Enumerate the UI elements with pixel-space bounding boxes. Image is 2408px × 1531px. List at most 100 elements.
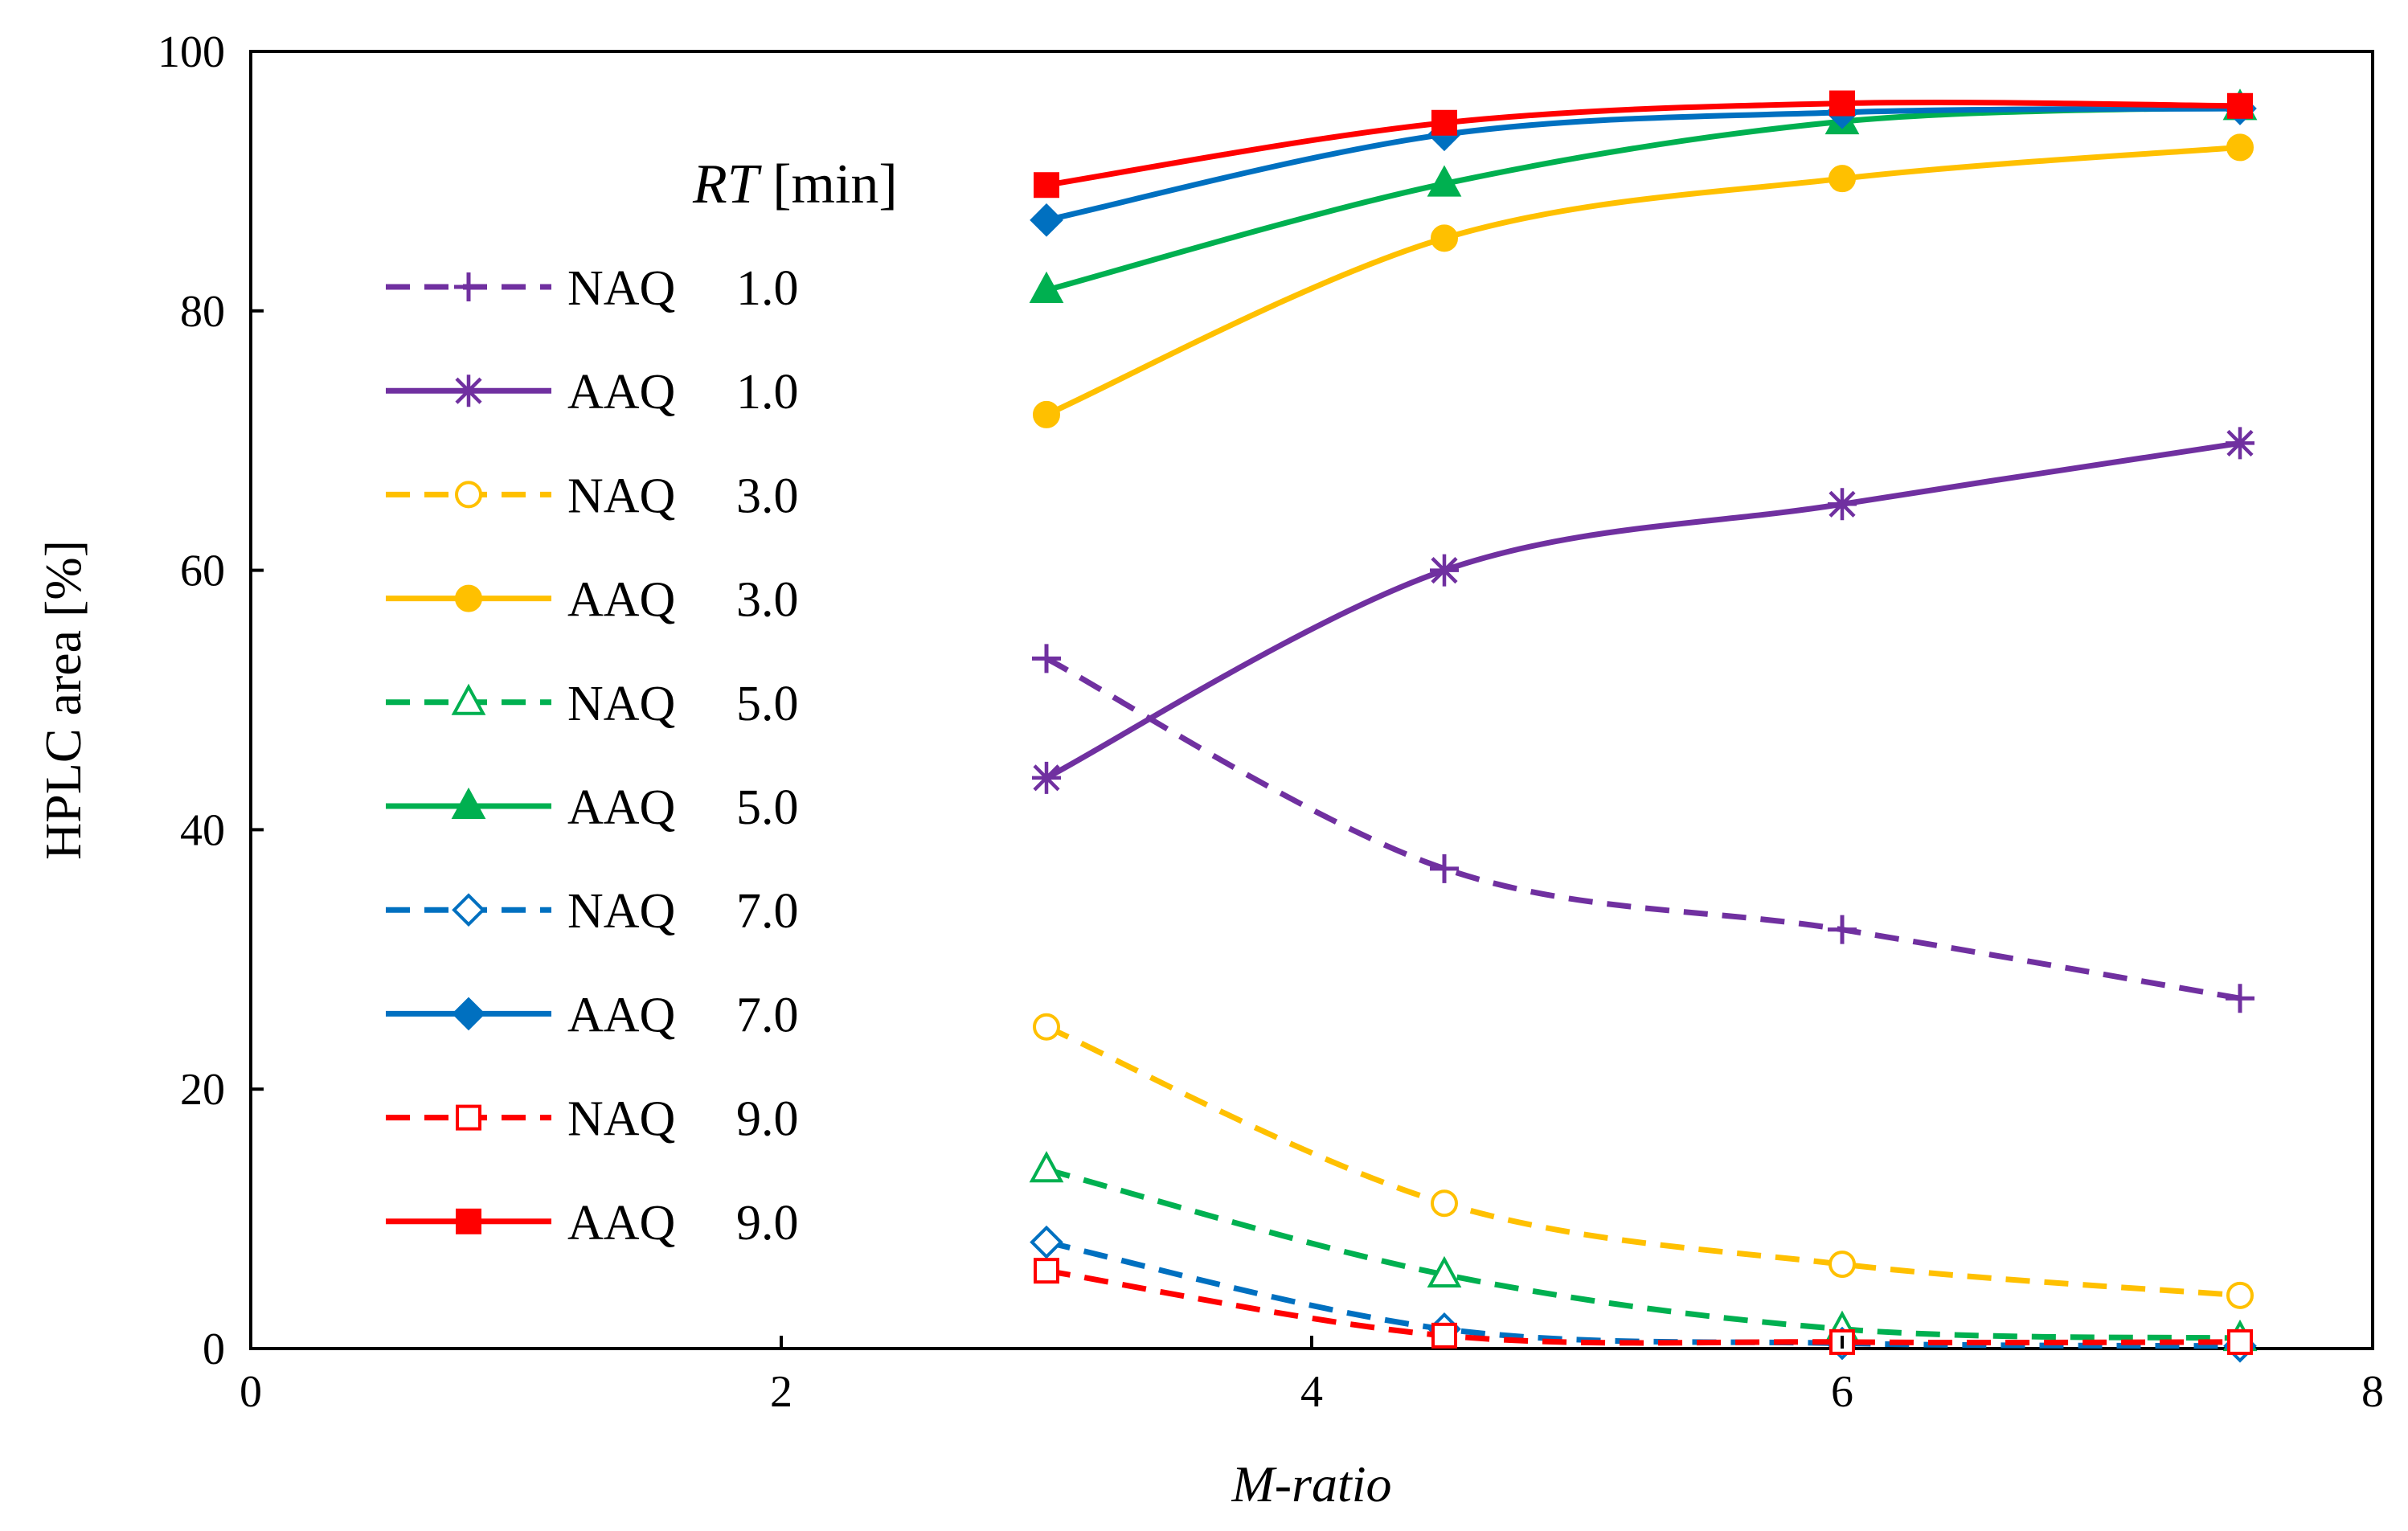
data-point [1032,644,1061,673]
data-point [1829,1328,1855,1355]
legend-rt: 3.0 [736,573,799,628]
legend-item: AAQ 3.0 [386,573,799,628]
series-line [1045,656,2241,1001]
data-point [1829,165,1856,193]
legend-item: NAQ 3.0 [386,469,799,523]
data-point [1431,109,1457,136]
data-point [1030,1225,1063,1259]
legend-marker [455,481,482,509]
data-point [2226,984,2254,1013]
legend-marker [456,1208,481,1234]
legend-marker [454,375,483,407]
series-aaq-1-0 [1032,427,2254,794]
legend-item: NAQ 5.0 [386,677,799,731]
data-point [2226,133,2254,162]
legend-rt: 7.0 [736,884,799,939]
y-tick-label: 80 [180,287,225,337]
data-point [1033,1013,1060,1041]
data-point [2226,427,2254,460]
series-naq-9-0 [1034,1258,2253,1355]
series-line [1045,440,2241,780]
series-naq-1-0 [1032,644,2254,1013]
data-point [1034,1258,1059,1284]
legend-rt: 9.0 [736,1092,799,1147]
data-point [1431,1189,1458,1218]
legend-rt: 9.0 [736,1196,799,1251]
data-point [1828,488,1857,521]
legend-label: NAQ [567,884,675,939]
legend-title-italic: RT [692,154,763,215]
data-point [1430,854,1459,883]
y-tick-label: 20 [180,1065,225,1115]
legend-rt: 7.0 [736,988,799,1042]
series-layer [1029,88,2258,1363]
x-tick-label: 4 [1300,1367,1323,1417]
series-line [1045,1024,2241,1299]
legend-item: AAQ 1.0 [386,365,799,420]
data-point [1828,915,1857,944]
legend-label: AAQ [567,1196,675,1251]
legend-item: AAQ 5.0 [386,780,799,835]
legend-marker [452,893,485,927]
legend-label: AAQ [567,988,675,1042]
legend-item: AAQ 9.0 [386,1196,799,1251]
y-tick-label: 0 [203,1324,225,1374]
plot-area [249,50,2374,1350]
x-tick-label: 8 [2361,1367,2384,1417]
data-point [1029,271,1064,303]
legend-marker [451,787,486,819]
x-tick-label: 0 [240,1367,262,1417]
data-point [1427,165,1462,197]
data-point [1034,172,1059,199]
y-tick-label: 100 [158,27,225,77]
legend-marker [451,683,486,715]
series-aaq-9-0 [1034,90,2253,199]
legend-label: NAQ [567,469,675,523]
legend-item: AAQ 7.0 [386,988,799,1042]
legend-title: RT [min] [692,154,898,215]
data-point [1427,1255,1462,1287]
data-point [1033,400,1060,428]
legend-label: NAQ [567,261,675,316]
y-tick-label: 40 [180,805,225,855]
legend-label: NAQ [567,677,675,731]
series-line [1046,100,2241,188]
x-tick-label: 6 [1831,1367,1853,1417]
data-point [1829,90,1855,117]
legend-label: AAQ [567,573,675,628]
legend-rt: 5.0 [736,780,799,835]
legend-rt: 5.0 [736,677,799,731]
legend-item: NAQ 9.0 [386,1092,799,1147]
legend-marker [454,272,483,301]
legend-title-rest: [min] [759,154,898,215]
y-axis-title: HPLC area [%] [35,540,92,860]
legend-marker [452,997,485,1031]
data-point [1431,1322,1457,1349]
legend-label: NAQ [567,1092,675,1147]
legend-label: AAQ [567,780,675,835]
data-point [2227,92,2253,119]
data-point [1829,1251,1856,1279]
series-line [1046,1267,2241,1346]
legend-marker [456,1104,481,1131]
x-tick-label: 2 [770,1367,792,1417]
data-point [2226,1281,2254,1309]
data-point [1431,224,1458,252]
x-axis-title: M-ratio [1231,1455,1391,1513]
series-aaq-3-0 [1033,133,2254,428]
data-point [1032,761,1061,794]
series-naq-3-0 [1033,1013,2254,1309]
legend-rt: 3.0 [736,469,799,523]
legend-rt: 1.0 [736,365,799,420]
legend-item: NAQ 1.0 [386,261,799,316]
legend-marker [455,584,482,612]
y-tick-label: 60 [180,546,225,596]
data-point [1030,203,1063,237]
series-line [1045,144,2241,418]
data-point [2227,1328,2253,1355]
data-point [1430,554,1459,587]
legend-label: AAQ [567,365,675,420]
